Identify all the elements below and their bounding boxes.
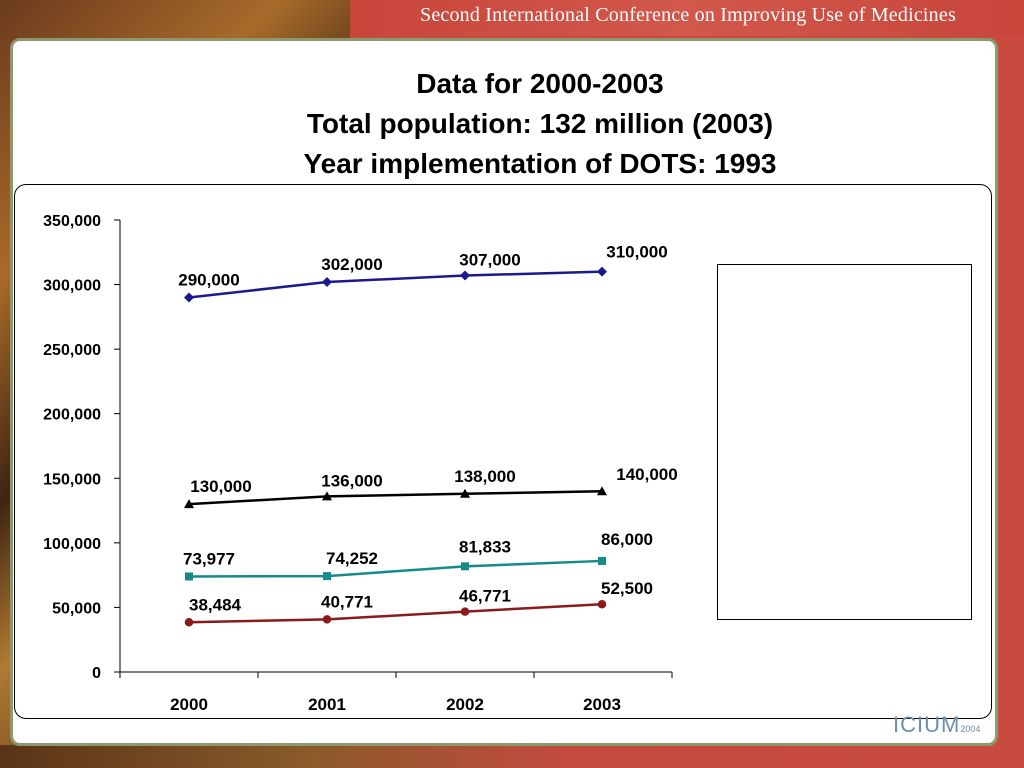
data-label: 290,000 [178, 270, 239, 289]
right-border [998, 36, 1024, 748]
x-tick-label: 2002 [446, 695, 484, 714]
data-label: 307,000 [459, 251, 520, 270]
triangle-marker [597, 486, 607, 496]
square-marker [185, 572, 193, 581]
title-line-1: Data for 2000-2003 [416, 68, 664, 99]
y-tick-label: 200,000 [43, 407, 101, 424]
circle-marker [597, 599, 607, 609]
diamond-marker [322, 276, 332, 287]
x-tick-label: 2003 [583, 695, 621, 714]
circle-marker [322, 615, 332, 624]
triangle-marker [460, 488, 470, 498]
y-tick-label: 250,000 [43, 342, 101, 359]
x-tick-label: 2000 [170, 695, 208, 714]
square-marker [461, 562, 469, 571]
data-label: 81,833 [459, 537, 511, 556]
circle-marker [184, 618, 194, 627]
triangle-marker [184, 499, 194, 509]
series-line [188, 602, 603, 624]
diamond-marker [597, 266, 607, 277]
data-label: 302,000 [321, 255, 382, 274]
icium-logo: ICIUM2004 [893, 712, 981, 737]
data-label: 136,000 [321, 471, 382, 490]
y-tick-label: 50,000 [52, 600, 101, 617]
data-label: 86,000 [601, 530, 653, 549]
header-bar [350, 0, 1024, 36]
x-tick-label: 2001 [308, 695, 346, 714]
y-tick-label: 300,000 [43, 278, 101, 295]
series-line [188, 270, 603, 299]
series-line [188, 489, 603, 506]
diamond-marker [460, 270, 470, 281]
circle-marker [460, 607, 470, 616]
y-tick-label: 100,000 [43, 536, 101, 553]
y-tick-label: 350,000 [43, 213, 101, 230]
bottom-border [0, 745, 1024, 768]
y-tick-label: 150,000 [43, 471, 101, 488]
square-marker [323, 572, 331, 581]
data-label: 38,484 [189, 595, 242, 614]
title-line-3: Year implementation of DOTS: 1993 [303, 148, 777, 179]
data-label: 73,977 [183, 549, 235, 568]
conference-title: Second International Conference on Impro… [420, 4, 956, 26]
triangle-marker [322, 491, 332, 501]
title-line-2: Total population: 132 million (2003) [306, 108, 774, 139]
series-line [188, 559, 603, 578]
square-marker [598, 556, 606, 565]
data-label: 140,000 [616, 465, 677, 484]
data-label: 46,771 [459, 587, 511, 606]
data-label: 138,000 [454, 467, 515, 486]
data-label: 40,771 [321, 592, 373, 611]
y-tick-label: 0 [92, 665, 101, 682]
chart-legend [717, 264, 972, 620]
diamond-marker [184, 292, 194, 303]
data-label: 74,252 [326, 549, 378, 568]
slide-title: Data for 2000-2003 Total population: 132… [160, 64, 920, 184]
data-label: 310,000 [606, 243, 667, 262]
data-label: 52,500 [601, 579, 653, 598]
data-label: 130,000 [190, 477, 251, 496]
